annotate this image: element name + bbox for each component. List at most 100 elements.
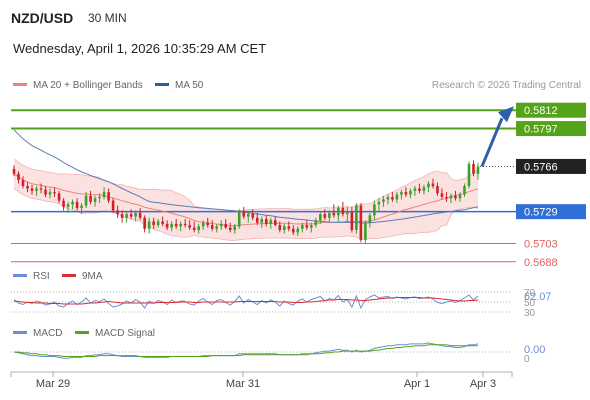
level-tag-0.5812 <box>516 102 586 118</box>
candle-body <box>224 223 228 228</box>
candle-body <box>467 164 471 186</box>
candle-body <box>39 188 43 190</box>
candle-body <box>332 212 336 216</box>
candle-body <box>463 186 466 195</box>
candle-body <box>264 219 268 224</box>
candle-body <box>373 204 376 216</box>
macd-signal-line <box>14 344 478 357</box>
legend-label-macd-signal: MACD Signal <box>95 328 156 339</box>
candle-body <box>197 226 200 230</box>
legend-label-rsi-ma: 9MA <box>82 271 103 282</box>
candle-body <box>215 226 219 229</box>
last-price-tag <box>516 158 586 174</box>
candle-body <box>188 225 191 228</box>
legend-label-ma20: MA 20 + Bollinger Bands <box>33 80 143 91</box>
candle-body <box>228 227 232 230</box>
legend-swatch-macd <box>13 330 27 334</box>
bollinger-lower-band <box>13 188 479 241</box>
candle-body <box>292 228 295 233</box>
candle-body <box>382 199 385 202</box>
candle-body <box>233 226 237 230</box>
legend-label-rsi: RSI <box>33 271 50 282</box>
candle-body <box>395 194 399 200</box>
candle-body <box>21 179 25 186</box>
candle-body <box>287 226 291 229</box>
legend-swatch-ma20 <box>13 82 27 86</box>
rsi-tick-50: 50 <box>524 298 536 309</box>
time-axis: Mar 29 Mar 31 Apr 1 Apr 3 <box>10 371 513 390</box>
candle-body <box>147 221 151 229</box>
level-tag-0.5729 <box>516 204 586 220</box>
rsi-value-label: 62.07 <box>524 291 552 303</box>
candle-body <box>156 221 160 226</box>
candle-body <box>53 192 56 194</box>
candle-body <box>129 214 133 217</box>
candle-body <box>355 205 358 230</box>
candle-body <box>359 205 363 240</box>
candle-body <box>89 195 92 202</box>
legend-ma20-bollinger: MA 20 + Bollinger Bands <box>13 80 143 91</box>
level-label-0.5688: 0.5688 <box>524 257 558 269</box>
candle-body <box>386 197 390 200</box>
bollinger-band-area <box>14 159 478 241</box>
candle-body <box>201 222 205 227</box>
candle-body <box>138 212 142 218</box>
candle-body <box>337 208 340 216</box>
candle-body <box>278 225 282 230</box>
ma20-line <box>13 173 479 227</box>
candle-body <box>427 183 430 188</box>
forecast-arrow-head <box>498 106 514 123</box>
candle-body <box>282 226 286 230</box>
candle-body <box>12 168 16 174</box>
candle-body <box>305 225 309 228</box>
time-tick-label-Mar-29: Mar 29 <box>36 378 70 390</box>
candle-body <box>62 200 65 207</box>
candle-body <box>17 173 20 180</box>
candle-body <box>107 192 110 201</box>
level-tag-0.5797 <box>516 121 586 137</box>
level-label-0.5703: 0.5703 <box>524 238 558 250</box>
candle-body <box>66 204 70 207</box>
candle-body <box>237 211 241 227</box>
candle-body <box>323 214 327 218</box>
rsi-tick-30: 30 <box>524 308 536 319</box>
candle-body <box>350 211 354 230</box>
legend-rsi-ma: 9MA <box>62 271 103 282</box>
candle-body <box>120 214 124 218</box>
candle-body <box>35 188 38 191</box>
candle-body <box>377 201 381 205</box>
candle-body <box>84 195 88 206</box>
candle-body <box>111 200 115 211</box>
macd-value-label: 0.00 <box>524 344 545 356</box>
candlesticks <box>12 160 480 244</box>
candle-body <box>134 212 137 217</box>
candle-body <box>57 193 61 201</box>
candle-body <box>102 192 106 197</box>
candle-body <box>206 222 210 226</box>
candle-body <box>242 211 246 217</box>
rsi-tick-70: 70 <box>524 288 536 299</box>
candle-body <box>44 189 47 195</box>
candle-body <box>71 201 74 205</box>
time-tick-label-Apr-1: Apr 1 <box>404 378 430 390</box>
candle-body <box>449 195 453 199</box>
rsi-ma-line <box>13 297 479 305</box>
time-tick-label-Mar-31: Mar 31 <box>226 378 260 390</box>
candle-body <box>436 186 439 194</box>
candle-body <box>296 228 300 233</box>
candle-body <box>251 214 255 218</box>
candle-body <box>458 194 462 199</box>
candle-body <box>422 187 426 191</box>
candle-body <box>319 214 322 221</box>
candle-body <box>192 227 196 230</box>
candle-body <box>310 225 313 228</box>
candle-body <box>454 195 457 199</box>
candle-body <box>26 186 29 189</box>
macd-zero-label: 0 <box>524 354 530 365</box>
candle-body <box>93 198 97 202</box>
legend-label-ma50: MA 50 <box>175 80 204 91</box>
candle-body <box>75 201 79 208</box>
candle-body <box>301 225 304 229</box>
candle-body <box>255 217 259 223</box>
